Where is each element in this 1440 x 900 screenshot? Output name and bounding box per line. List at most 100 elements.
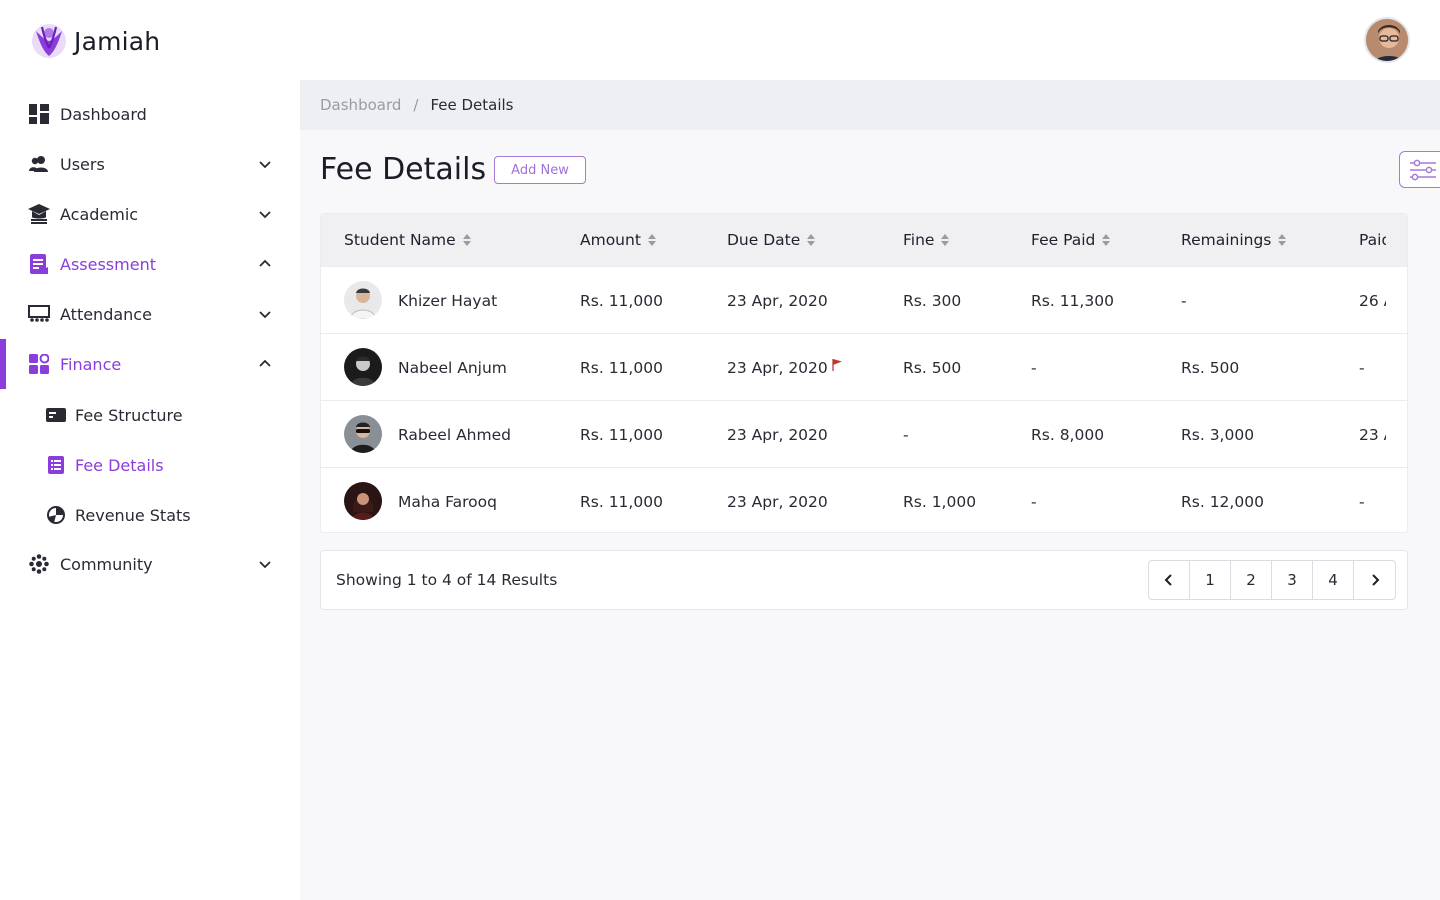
- sort-icon: [1102, 234, 1111, 246]
- chevron-down-icon: [259, 161, 271, 169]
- student-avatar: [344, 348, 382, 386]
- sidebar-item-dashboard[interactable]: Dashboard: [0, 89, 300, 139]
- student-name[interactable]: Khizer Hayat: [398, 291, 498, 310]
- finance-icon: [28, 353, 50, 375]
- filter-button[interactable]: [1399, 151, 1440, 188]
- amount-cell: Rs. 11,000: [580, 425, 663, 444]
- column-header-fee-paid[interactable]: Fee Paid: [1031, 214, 1111, 266]
- main-content: Dashboard / Fee Details Fee Details Add …: [300, 80, 1440, 900]
- column-header-fine[interactable]: Fine: [903, 214, 950, 266]
- sort-icon: [807, 234, 816, 246]
- table-row[interactable]: Rabeel Ahmed Rs. 11,000 23 Apr, 2020 - R…: [321, 400, 1407, 467]
- sidebar-subitem-label: Revenue Stats: [75, 505, 191, 525]
- filter-sliders-icon: [1410, 159, 1436, 180]
- academic-icon: [28, 203, 50, 225]
- column-header-label: Student Name: [344, 231, 456, 249]
- sidebar-item-label: Dashboard: [60, 104, 147, 124]
- column-header-amount[interactable]: Amount: [580, 214, 657, 266]
- sort-icon: [462, 234, 471, 246]
- prev-page-button[interactable]: [1149, 561, 1190, 599]
- table-row[interactable]: Nabeel Anjum Rs. 11,000 23 Apr, 2020 Rs.…: [321, 333, 1407, 401]
- due-date-cell: 23 Apr, 2020: [727, 492, 828, 511]
- sidebar-item-users[interactable]: Users: [0, 139, 300, 189]
- sidebar-subitem-fee-details[interactable]: Fee Details: [0, 440, 300, 490]
- sidebar-item-community[interactable]: Community: [0, 539, 300, 589]
- jamiah-logo-icon: [32, 24, 66, 58]
- sidebar-item-attendance[interactable]: Attendance: [0, 289, 300, 339]
- chevron-up-icon: [259, 359, 271, 367]
- student-avatar: [344, 281, 382, 319]
- due-date-cell: 23 Apr, 2020: [727, 425, 828, 444]
- chevron-up-icon: [259, 259, 271, 267]
- chevron-left-icon: [1164, 574, 1172, 586]
- fine-cell: Rs. 500: [903, 358, 962, 377]
- breadcrumb-current: Fee Details: [430, 96, 514, 114]
- paid-on-cell: 26 Apr: [1359, 291, 1386, 310]
- page-button-4[interactable]: 4: [1313, 561, 1354, 599]
- student-name[interactable]: Maha Farooq: [398, 492, 497, 511]
- add-new-button[interactable]: Add New: [494, 156, 586, 184]
- paid-on-cell: 23 Apr: [1359, 425, 1386, 444]
- fine-cell: -: [903, 425, 909, 444]
- sidebar-subitem-label: Fee Structure: [75, 405, 183, 425]
- page-button-3[interactable]: 3: [1272, 561, 1313, 599]
- attendance-icon: [28, 303, 50, 325]
- sidebar-item-label: Users: [60, 154, 105, 174]
- fee-paid-cell: -: [1031, 492, 1037, 511]
- sidebar-item-academic[interactable]: Academic: [0, 189, 300, 239]
- student-avatar: [344, 482, 382, 520]
- table-row[interactable]: Khizer Hayat Rs. 11,000 23 Apr, 2020 Rs.…: [321, 266, 1407, 333]
- column-header-label: Remainings: [1181, 231, 1272, 249]
- revenue-stats-icon: [46, 505, 66, 525]
- sidebar-item-assessment[interactable]: Assessment: [0, 239, 300, 289]
- page-button-1[interactable]: 1: [1190, 561, 1231, 599]
- results-summary: Showing 1 to 4 of 14 Results: [336, 571, 558, 589]
- next-page-button[interactable]: [1354, 561, 1395, 599]
- column-header-label: Amount: [580, 231, 641, 249]
- column-header-label: Fine: [903, 231, 935, 249]
- chevron-down-icon: [259, 561, 271, 569]
- chevron-down-icon: [259, 211, 271, 219]
- table-row[interactable]: Maha Farooq Rs. 11,000 23 Apr, 2020 Rs. …: [321, 467, 1407, 532]
- breadcrumb-link-dashboard[interactable]: Dashboard: [320, 96, 402, 114]
- breadcrumb-separator: /: [413, 96, 419, 114]
- column-header-student-name[interactable]: Student Name: [344, 214, 472, 266]
- remaining-cell: Rs. 12,000: [1181, 492, 1264, 511]
- column-header-remainings[interactable]: Remainings: [1181, 214, 1287, 266]
- amount-cell: Rs. 11,000: [580, 291, 663, 310]
- column-header-paid[interactable]: Paid: [1359, 214, 1386, 266]
- student-avatar: [344, 415, 382, 453]
- due-date-cell: 23 Apr, 2020: [727, 291, 828, 310]
- user-avatar[interactable]: [1364, 17, 1410, 63]
- sidebar-subitem-fee-structure[interactable]: Fee Structure: [0, 390, 300, 440]
- dashboard-icon: [28, 103, 50, 125]
- sort-icon: [1278, 234, 1287, 246]
- overdue-flag-icon: [832, 358, 842, 371]
- remaining-cell: Rs. 3,000: [1181, 425, 1255, 444]
- column-header-label: Due Date: [727, 231, 801, 249]
- page-title: Fee Details: [320, 152, 487, 187]
- sidebar-item-label: Attendance: [60, 304, 152, 324]
- paid-on-cell: -: [1359, 492, 1365, 511]
- amount-cell: Rs. 11,000: [580, 358, 663, 377]
- fine-cell: Rs. 1,000: [903, 492, 977, 511]
- user-avatar-image: [1366, 19, 1408, 61]
- sidebar-item-finance[interactable]: Finance: [0, 339, 300, 389]
- student-name[interactable]: Nabeel Anjum: [398, 358, 507, 377]
- sidebar-item-label: Finance: [60, 354, 122, 374]
- table-header: Student Name Amount Due Date Fine Fee Pa…: [321, 214, 1407, 266]
- sort-icon: [941, 234, 950, 246]
- column-header-label: Fee Paid: [1031, 231, 1096, 249]
- column-header-due-date[interactable]: Due Date: [727, 214, 816, 266]
- fee-table: Student Name Amount Due Date Fine Fee Pa…: [320, 213, 1408, 533]
- student-name[interactable]: Rabeel Ahmed: [398, 425, 511, 444]
- top-bar: Jamiah: [0, 0, 1440, 80]
- page-button-2[interactable]: 2: [1231, 561, 1272, 599]
- app-logo[interactable]: Jamiah: [30, 22, 160, 60]
- sidebar-subitem-revenue-stats[interactable]: Revenue Stats: [0, 490, 300, 540]
- remaining-cell: Rs. 500: [1181, 358, 1240, 377]
- sidebar-item-label: Community: [60, 554, 153, 574]
- remaining-cell: -: [1181, 291, 1187, 310]
- due-date-cell: 23 Apr, 2020: [727, 334, 843, 401]
- assessment-icon: [28, 253, 50, 275]
